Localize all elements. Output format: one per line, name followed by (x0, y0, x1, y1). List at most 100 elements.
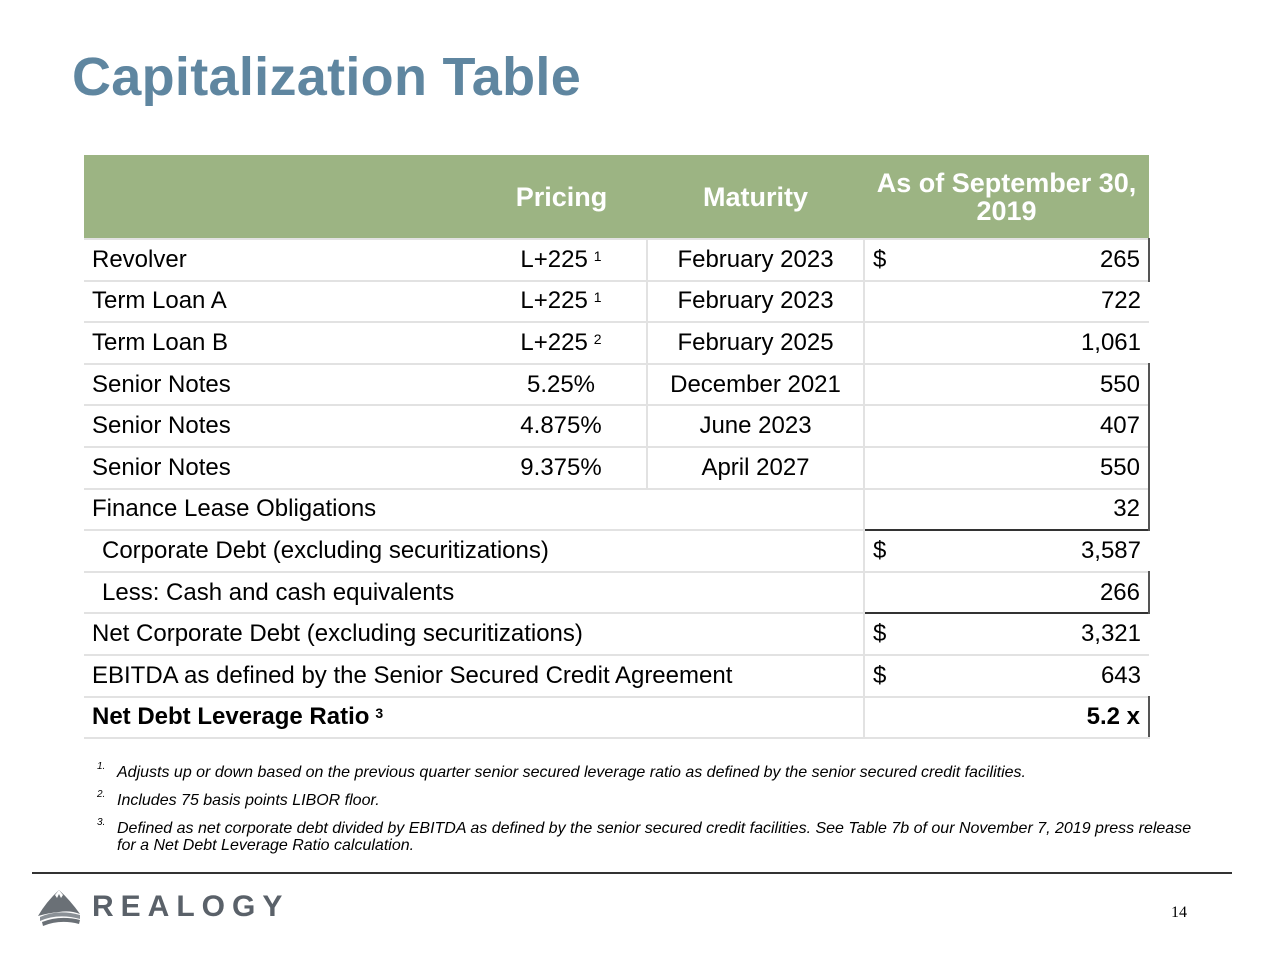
row-label: Finance Lease Obligations (84, 487, 864, 531)
row-label: EBITDA as defined by the Senior Secured … (84, 653, 864, 697)
footnote-number: 1. (97, 761, 106, 772)
currency-symbol (873, 287, 885, 315)
row-label-cell: Net Debt Leverage Ratio 3 (84, 695, 864, 740)
row-label: Revolver (84, 238, 476, 281)
row-amount-cell: 32 (863, 487, 1150, 531)
row-amount: 32 (1113, 495, 1140, 523)
footnote-ref: 1 (593, 247, 602, 264)
row-maturity: February 2025 (646, 321, 864, 364)
row-amount: 3,587 (1080, 536, 1141, 564)
row-pricing: L+225 1 (476, 238, 647, 281)
table-row-ebitda: EBITDA as defined by the Senior Secured … (84, 653, 1149, 697)
footnote-text: Includes 75 basis points LIBOR floor. (117, 792, 380, 809)
row-label: Corporate Debt (excluding securitization… (84, 529, 864, 572)
table-row-senior-notes-2023: Senior Notes 4.875% June 2023 407 (84, 404, 1150, 447)
row-amount-cell: $265 (863, 238, 1150, 281)
row-amount-cell: 1,061 (863, 321, 1149, 364)
capitalization-table: Pricing Maturity As of September 30, 201… (84, 155, 1150, 740)
row-amount: 407 (1099, 412, 1140, 440)
header-as-of-line2: 2019 (976, 196, 1037, 226)
currency-symbol: $ (873, 620, 887, 648)
row-label: Net Corporate Debt (excluding securitiza… (84, 612, 864, 655)
row-pricing: 4.875% (476, 404, 647, 447)
page-title: Capitalization Table (72, 47, 582, 107)
row-label: Senior Notes (84, 445, 476, 489)
page-number: 14 (1171, 904, 1187, 921)
row-amount: 5.2 x (1086, 703, 1140, 731)
table-header-row: Pricing Maturity As of September 30, 201… (84, 155, 1149, 239)
table-row-cash: Less: Cash and cash equivalents 266 (84, 570, 1150, 614)
footnote-ref: 1 (593, 289, 602, 306)
row-label: Senior Notes (84, 404, 476, 447)
row-amount-cell: 722 (863, 279, 1149, 323)
currency-symbol: $ (873, 245, 887, 273)
currency-symbol (873, 703, 885, 731)
header-label (84, 155, 476, 239)
mountain-logo-icon (38, 890, 80, 926)
row-maturity: December 2021 (646, 362, 864, 406)
row-amount: 643 (1100, 661, 1141, 689)
table-row-term-loan-a: Term Loan A L+225 1 February 2023 722 (84, 279, 1149, 323)
table-row-senior-notes-2021: Senior Notes 5.25% December 2021 550 (84, 362, 1150, 406)
row-pricing: L+225 1 (476, 279, 647, 323)
row-amount: 265 (1099, 245, 1140, 273)
pricing-value: L+225 (520, 328, 588, 356)
footnote-1: 1. Adjusts up or down based on the previo… (97, 761, 1197, 781)
footnote-2: 2. Includes 75 basis points LIBOR floor. (97, 789, 1197, 809)
footnote-ref: 2 (593, 330, 602, 347)
row-pricing: 5.25% (476, 362, 647, 406)
currency-symbol (873, 454, 885, 482)
row-amount-cell: $643 (863, 653, 1149, 697)
row-maturity: April 2027 (646, 445, 864, 489)
currency-symbol (873, 579, 885, 607)
realogy-logo: REALOGY (36, 886, 289, 928)
table-row-net-corporate-debt: Net Corporate Debt (excluding securitiza… (84, 612, 1149, 655)
currency-symbol: $ (873, 661, 887, 689)
row-amount: 550 (1099, 453, 1140, 481)
row-label: Less: Cash and cash equivalents (84, 570, 864, 614)
row-label: Term Loan B (84, 321, 476, 364)
table-row-term-loan-b: Term Loan B L+225 2 February 2025 1,061 (84, 321, 1149, 364)
logo-text: REALOGY (92, 890, 290, 923)
row-amount-cell: 266 (863, 570, 1150, 614)
currency-symbol (873, 371, 885, 399)
row-amount: 3,321 (1080, 620, 1141, 648)
row-amount-cell: 550 (863, 362, 1150, 406)
footnote-number: 2. (97, 789, 106, 800)
table-row-corporate-debt: Corporate Debt (excluding securitization… (84, 529, 1149, 572)
header-maturity: Maturity (702, 181, 808, 212)
footnote-3: 3. Defined as net corporate debt divided … (97, 817, 1197, 854)
currency-symbol (873, 412, 885, 440)
table-row-senior-notes-2027: Senior Notes 9.375% April 2027 550 (84, 445, 1150, 489)
pricing-value: L+225 (520, 245, 588, 273)
pricing-value: L+225 (520, 287, 588, 315)
table-row-leverage-ratio: Net Debt Leverage Ratio 3 5.2 x (84, 695, 1150, 740)
footer-divider (32, 872, 1232, 874)
footnotes: 1. Adjusts up or down based on the previo… (97, 761, 1197, 865)
footnote-text: Defined as net corporate debt divided by… (117, 820, 1192, 854)
table-row-revolver: Revolver L+225 1 February 2023 $265 (84, 238, 1150, 281)
row-amount: 266 (1099, 578, 1140, 606)
header-as-of: As of September 30, 2019 (864, 155, 1149, 239)
footnote-number: 3. (97, 817, 106, 828)
row-label: Term Loan A (84, 279, 476, 323)
footnote-ref: 3 (375, 705, 384, 722)
footnote-text: Adjusts up or down based on the previous… (117, 764, 1026, 781)
row-maturity: June 2023 (646, 404, 864, 447)
row-amount-cell: $3,587 (863, 529, 1149, 572)
row-pricing: 9.375% (476, 445, 647, 489)
row-maturity: February 2023 (646, 279, 864, 323)
row-pricing: L+225 2 (476, 321, 647, 364)
currency-symbol: $ (873, 536, 887, 564)
row-amount-cell: 407 (863, 404, 1150, 447)
currency-symbol (873, 495, 885, 523)
row-amount-cell: 5.2 x (863, 695, 1150, 740)
row-amount-cell: $3,321 (863, 612, 1149, 655)
row-amount: 550 (1099, 370, 1140, 398)
row-amount-cell: 550 (863, 445, 1150, 489)
row-maturity: February 2023 (646, 238, 864, 281)
header-pricing: Pricing (515, 181, 608, 212)
table-row-finance-lease: Finance Lease Obligations 32 (84, 487, 1150, 531)
row-label: Net Debt Leverage Ratio (92, 703, 370, 731)
row-label: Senior Notes (84, 362, 476, 406)
